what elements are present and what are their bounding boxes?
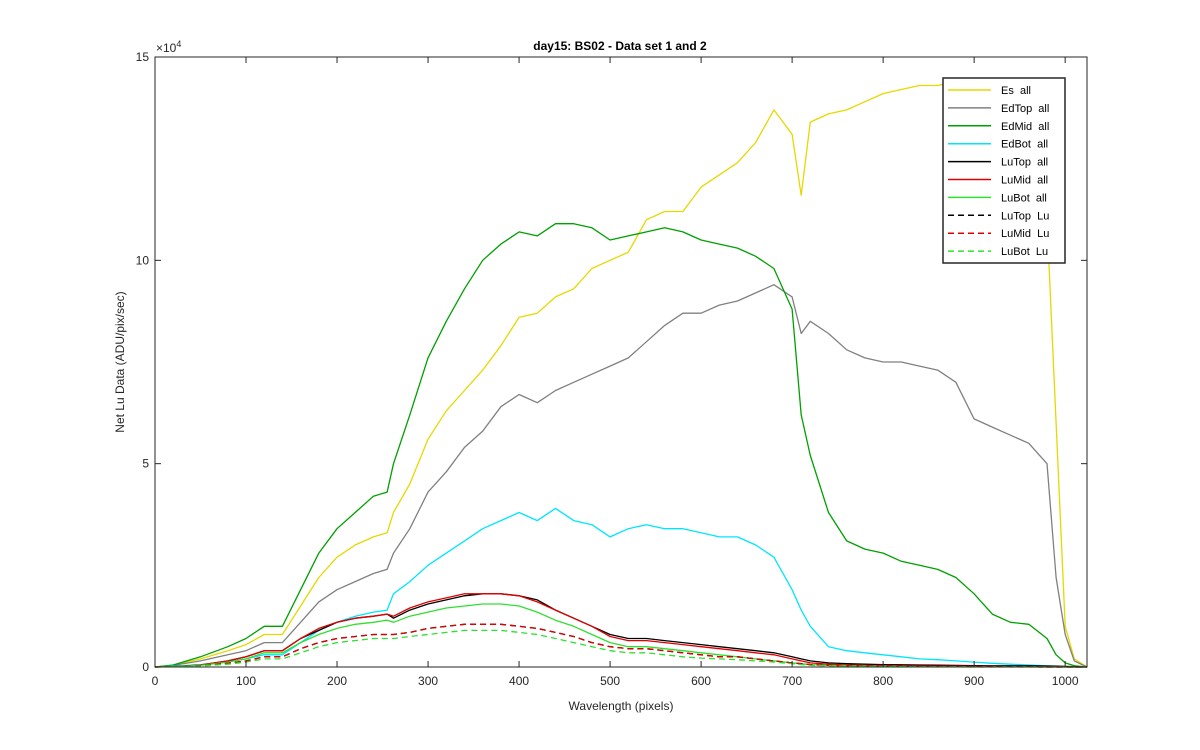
x-tick-label: 100 [236,674,256,688]
legend-entry-label: LuMid Lu [1001,228,1049,240]
legend-entry-label: Es all [1001,85,1031,97]
legend: Es all EdTop all EdMid all EdBot all LuTop a… [942,77,1066,264]
series-line-8 [154,623,1087,668]
series-line-1 [154,284,1088,668]
y-axis-label: Net Lu Data (ADU/pix/sec) [113,291,127,432]
plot-frame [154,56,1088,668]
series-layer [154,80,1088,668]
y-axis: 0 5 10 15 [136,50,1087,674]
legend-entry-label: EdBot all [1001,139,1048,151]
y-axis-exponent-power: 4 [176,39,181,49]
series-line-2 [154,223,1088,668]
x-tick-label: 200 [327,674,347,688]
y-tick-label: 15 [136,50,150,64]
y-axis-exponent: ×104 [156,39,181,55]
x-tick-label: 700 [782,674,802,688]
y-tick-label: 5 [142,457,149,471]
legend-entry-label: LuTop all [1001,157,1048,169]
legend-box [942,77,1066,264]
legend-entry-label: LuMid all [1001,175,1048,187]
legend-entry-label: LuBot Lu [1001,246,1048,258]
chart-title: day15: BS02 - Data set 1 and 2 [533,39,707,53]
legend-entry-label: EdMid all [1001,121,1049,133]
x-tick-label: 800 [873,674,893,688]
legend-entry-label: LuTop Lu [1001,210,1049,222]
x-tick-label: 0 [152,674,159,688]
plot-area [154,56,1088,668]
y-tick-label: 0 [142,660,149,674]
y-tick-label: 10 [136,253,150,267]
plot-background [155,57,1087,667]
legend-entry-label: LuBot all [1001,192,1047,204]
x-tick-label: 1000 [1052,674,1079,688]
x-tick-label: 300 [418,674,438,688]
x-tick-label: 500 [600,674,620,688]
x-axis: 0 100 200 300 400 500 600 700 800 900 1000 [152,57,1079,688]
x-axis-label: Wavelength (pixels) [569,699,674,713]
x-tick-label: 400 [509,674,529,688]
series-line-9 [154,629,1087,668]
x-tick-label: 600 [691,674,711,688]
legend-entry-label: EdTop all [1001,103,1049,115]
x-tick-label: 900 [964,674,984,688]
